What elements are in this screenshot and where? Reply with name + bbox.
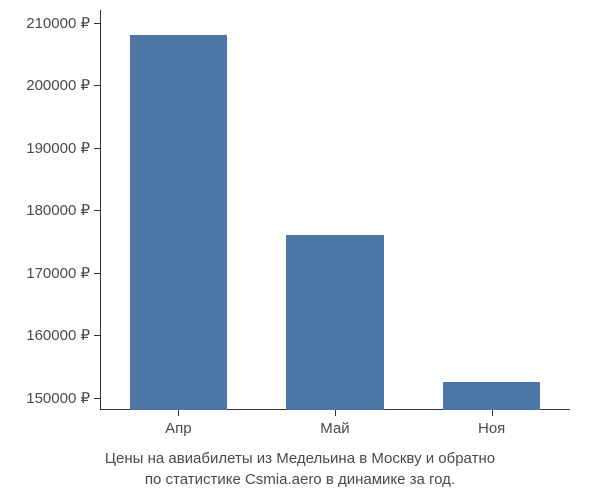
- chart-caption: Цены на авиабилеты из Медельина в Москву…: [0, 448, 600, 490]
- y-tick-mark: [94, 273, 100, 274]
- caption-line-1: Цены на авиабилеты из Медельина в Москву…: [0, 448, 600, 469]
- x-tick-label: Ноя: [478, 420, 505, 437]
- y-axis: [100, 10, 101, 410]
- y-tick-label: 210000 ₽: [0, 14, 90, 32]
- x-tick-label: Май: [320, 420, 349, 437]
- caption-line-2: по статистике Csmia.aero в динамике за г…: [0, 469, 600, 490]
- plot-area: 150000 ₽160000 ₽170000 ₽180000 ₽190000 ₽…: [100, 10, 570, 410]
- x-tick-mark: [492, 410, 493, 416]
- bar: [286, 235, 383, 410]
- y-tick-mark: [94, 148, 100, 149]
- x-tick-label: Апр: [165, 420, 191, 437]
- y-tick-label: 200000 ₽: [0, 76, 90, 94]
- y-tick-label: 180000 ₽: [0, 201, 90, 219]
- y-tick-label: 170000 ₽: [0, 264, 90, 282]
- chart-container: 150000 ₽160000 ₽170000 ₽180000 ₽190000 ₽…: [100, 10, 570, 410]
- bar: [130, 35, 227, 410]
- x-tick-mark: [335, 410, 336, 416]
- y-tick-label: 190000 ₽: [0, 139, 90, 157]
- bar: [443, 382, 540, 410]
- y-tick-label: 160000 ₽: [0, 326, 90, 344]
- y-tick-mark: [94, 335, 100, 336]
- y-tick-mark: [94, 85, 100, 86]
- y-tick-mark: [94, 398, 100, 399]
- y-tick-mark: [94, 23, 100, 24]
- x-tick-mark: [178, 410, 179, 416]
- y-tick-label: 150000 ₽: [0, 389, 90, 407]
- y-tick-mark: [94, 210, 100, 211]
